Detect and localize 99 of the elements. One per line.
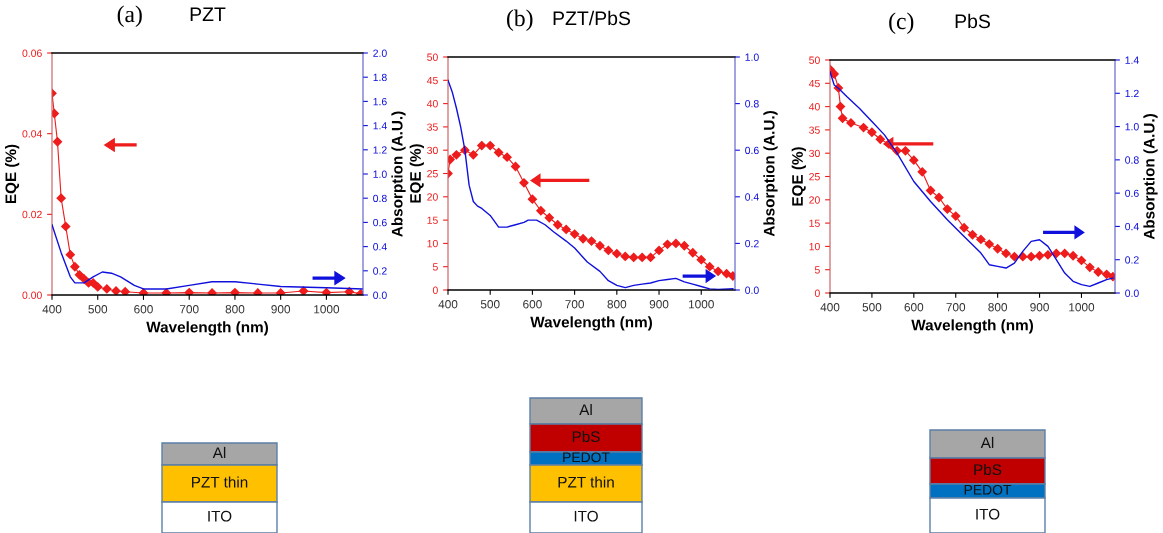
y-tick-label: 5 [432, 263, 438, 271]
y-tick-label: 15 [427, 216, 438, 224]
text: (a) [117, 5, 142, 27]
text: PZT thin [558, 476, 614, 488]
y-tick-label: 20 [427, 193, 438, 201]
y-tick-label: 0 [814, 289, 820, 297]
y-tick-label: 25 [427, 170, 438, 178]
y2-tick-label: 0.4 [1125, 222, 1139, 231]
y2-tick-label: 0.4 [745, 193, 759, 201]
text: Al [212, 446, 226, 458]
y2-tick-label: 1.0 [745, 53, 759, 61]
y2-tick-label: 1.4 [1125, 56, 1139, 64]
x-tick-label: 500 [88, 305, 108, 314]
y-tick-label: 15 [809, 219, 820, 227]
text: Al [980, 436, 994, 448]
y-tick-label: 0.06 [22, 49, 42, 57]
y2-tick-label: 2.0 [373, 49, 387, 57]
x-axis-title: Wavelength (nm) [911, 319, 1033, 334]
y-tick-label: 5 [814, 266, 820, 274]
text: PEDOT [964, 484, 1012, 495]
text: ITO [574, 510, 598, 522]
text: ITO [976, 508, 1000, 520]
y2-axis-title: Absorption (A.U.) [763, 111, 778, 237]
y2-tick-label: 1.2 [373, 146, 387, 154]
y2-tick-label: 1.6 [373, 97, 387, 106]
y-tick-label: 45 [426, 76, 438, 85]
x-tick-label: 1000 [314, 305, 340, 314]
y-tick-label: 0.02 [22, 210, 42, 219]
y-tick-label: 40 [426, 100, 438, 108]
y2-tick-label: 1.0 [373, 170, 387, 178]
y2-tick-label: 0.0 [1125, 289, 1139, 297]
text: Al [579, 403, 592, 415]
x-tick-label: 900 [1030, 303, 1049, 312]
y2-tick-label: 1.0 [1125, 123, 1139, 131]
y2-tick-label: 1.8 [373, 73, 387, 82]
text: (c) [889, 12, 914, 34]
text: PZT thin [192, 476, 248, 488]
x-tick-label: 500 [480, 300, 500, 309]
y2-axis-title: Absorption (A.U.) [1143, 114, 1158, 240]
y-axis-title: EQE (%) [791, 147, 806, 206]
y2-tick-label: 1.4 [373, 122, 387, 130]
text: PEDOT [563, 452, 610, 463]
chart-title: PZT/PbS [553, 10, 631, 26]
y2-axis-title: Absorption (A.U.) [391, 111, 406, 237]
x-tick-label: 500 [862, 303, 882, 312]
x-tick-label: 800 [607, 300, 627, 309]
x-tick-label: 700 [565, 300, 585, 309]
x-tick-label: 1000 [689, 300, 714, 309]
x-tick-label: 600 [523, 300, 542, 309]
x-tick-label: 400 [820, 303, 840, 312]
x-tick-label: 600 [904, 303, 924, 312]
y2-tick-label: 0.8 [373, 194, 387, 203]
text: ITO [208, 510, 232, 522]
y-tick-label: 50 [427, 53, 438, 61]
x-tick-label: 400 [42, 305, 62, 314]
y2-tick-label: 0.6 [1125, 189, 1139, 198]
y-tick-label: 10 [809, 242, 820, 251]
y-tick-label: 35 [427, 123, 438, 131]
y-tick-label: 20 [809, 196, 820, 204]
y-axis-title: EQE (%) [4, 144, 20, 204]
y2-tick-label: 0.2 [1125, 256, 1139, 264]
y-tick-label: 30 [809, 149, 820, 158]
y2-tick-label: 0.8 [1125, 156, 1139, 164]
x-axis-title: Wavelength (nm) [530, 316, 652, 331]
y-tick-label: 30 [427, 146, 438, 155]
y-tick-label: 0.04 [22, 130, 42, 138]
x-tick-label: 900 [271, 305, 291, 314]
y2-tick-label: 0.0 [373, 291, 387, 299]
y-tick-label: 0.00 [22, 291, 42, 299]
y-axis-title: EQE (%) [409, 144, 424, 203]
y2-tick-label: 0.4 [373, 243, 387, 251]
y2-tick-label: 0.2 [373, 267, 387, 275]
chart-title: PbS [955, 13, 990, 29]
y2-tick-label: 0.8 [745, 100, 759, 108]
x-axis-title: Wavelength (nm) [146, 321, 268, 336]
text: PbS [572, 430, 600, 443]
x-tick-label: 700 [946, 303, 966, 312]
y2-tick-label: 0.6 [373, 218, 387, 227]
y2-tick-label: 0.0 [745, 286, 759, 294]
y-tick-label: 50 [809, 56, 820, 64]
text: PbS [974, 463, 1002, 476]
y-tick-label: 45 [808, 79, 820, 88]
y-tick-label: 40 [808, 103, 820, 111]
x-tick-label: 700 [179, 305, 199, 314]
y-tick-label: 25 [809, 173, 820, 181]
x-tick-label: 600 [134, 305, 153, 314]
y-tick-label: 35 [809, 126, 820, 134]
x-tick-label: 800 [225, 305, 245, 314]
x-tick-label: 400 [438, 300, 458, 309]
y-tick-label: 0 [432, 286, 438, 294]
y-tick-label: 10 [427, 239, 438, 248]
y2-tick-label: 0.6 [745, 146, 759, 155]
x-tick-label: 900 [649, 300, 669, 309]
chart-title: PZT [190, 7, 226, 21]
x-tick-label: 1000 [1069, 303, 1095, 312]
x-tick-label: 800 [988, 303, 1008, 312]
y2-tick-label: 1.2 [1125, 89, 1139, 98]
text: (b) [507, 9, 533, 31]
y2-tick-label: 0.2 [745, 239, 759, 248]
